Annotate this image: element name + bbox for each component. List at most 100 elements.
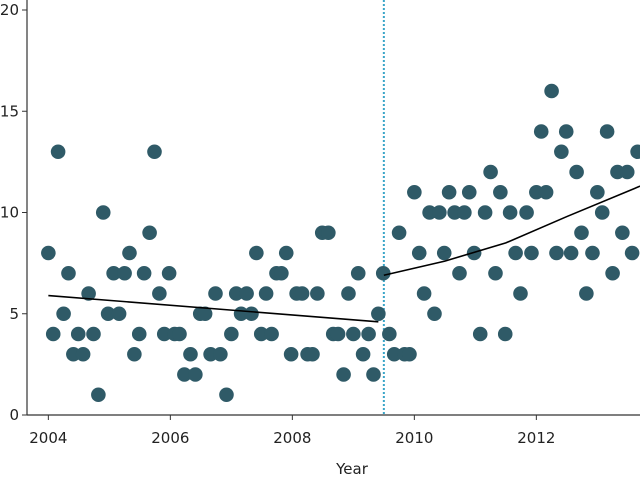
point (502, 205, 518, 220)
point (493, 184, 508, 200)
point (452, 265, 467, 281)
point (152, 286, 167, 301)
point (519, 205, 534, 220)
point (472, 326, 488, 342)
point (258, 286, 274, 301)
y-tick-label: 0 (9, 406, 19, 424)
point (310, 286, 325, 301)
point (624, 245, 640, 261)
y-tick-label: 10 (0, 204, 19, 222)
point (579, 286, 594, 301)
point (249, 245, 264, 261)
point (594, 205, 610, 220)
point (402, 346, 417, 362)
point (147, 144, 162, 160)
point (361, 326, 376, 342)
point (391, 225, 407, 241)
point (264, 326, 279, 342)
point (142, 225, 157, 241)
point (61, 265, 76, 281)
point (346, 326, 361, 342)
point (477, 205, 493, 220)
point (341, 286, 356, 301)
point (111, 306, 127, 322)
point (549, 245, 564, 261)
point (161, 265, 177, 281)
point (630, 144, 640, 160)
point (224, 326, 239, 342)
y-tick-label: 15 (0, 102, 19, 120)
point (131, 326, 147, 342)
point (239, 286, 254, 301)
point (461, 184, 477, 200)
point (321, 225, 336, 241)
point (590, 184, 605, 200)
point (544, 83, 559, 99)
point (95, 205, 111, 220)
point (100, 306, 116, 322)
point (382, 326, 397, 342)
point (70, 326, 86, 342)
point (427, 306, 442, 322)
point (605, 265, 620, 281)
point (569, 164, 584, 180)
point (156, 326, 172, 342)
point (86, 326, 101, 342)
point (563, 245, 579, 261)
point (558, 124, 574, 139)
point (50, 144, 66, 160)
point (294, 286, 310, 301)
point (441, 184, 457, 200)
point (177, 367, 192, 382)
point (407, 184, 422, 200)
point (228, 286, 244, 301)
point (336, 367, 351, 382)
point (219, 387, 234, 403)
point (513, 286, 528, 301)
point (136, 265, 152, 281)
point (585, 245, 600, 261)
point (183, 346, 198, 362)
point (386, 346, 402, 362)
point (371, 306, 386, 322)
y-tick-label: 20 (0, 1, 19, 19)
point (508, 245, 523, 261)
point (81, 286, 96, 301)
point (208, 286, 223, 301)
point (330, 326, 346, 342)
point (274, 265, 289, 281)
point (615, 225, 630, 241)
point (497, 326, 513, 342)
y-tick-label: 5 (9, 305, 19, 323)
point (619, 164, 635, 180)
point (355, 346, 371, 362)
point (244, 306, 259, 322)
point (91, 387, 106, 403)
point (483, 164, 498, 180)
point (197, 306, 213, 322)
point (127, 346, 142, 362)
point (432, 205, 447, 220)
point (416, 286, 432, 301)
point (554, 144, 569, 160)
point (488, 265, 503, 281)
point (75, 346, 91, 362)
point (188, 367, 203, 382)
x-tick-label: 2004 (29, 429, 67, 447)
point (599, 124, 615, 139)
point (106, 265, 121, 281)
x-axis-label: Year (335, 460, 369, 478)
x-tick-label: 2008 (273, 429, 311, 447)
point (253, 326, 269, 342)
point (213, 346, 228, 362)
point (305, 346, 320, 362)
point (538, 184, 554, 200)
point (283, 346, 299, 362)
point (350, 265, 366, 281)
point (366, 367, 381, 382)
point (411, 245, 427, 261)
trend-line (48, 294, 379, 323)
x-tick-label: 2012 (517, 429, 555, 447)
